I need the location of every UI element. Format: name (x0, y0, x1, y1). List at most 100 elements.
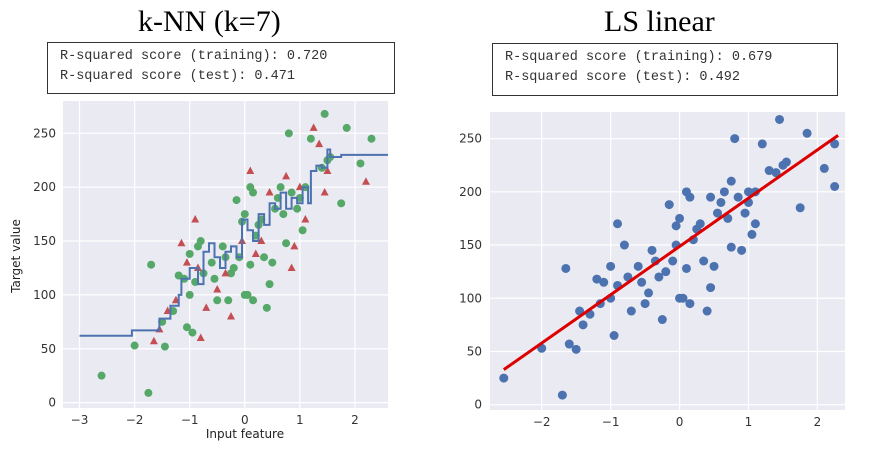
ls-chart-title: LS linear (604, 5, 715, 38)
ls-train-point (795, 203, 805, 213)
knn-train-point (196, 237, 205, 246)
knn-train-point (246, 260, 255, 269)
knn-test-point (177, 238, 186, 247)
ls-train-point (564, 339, 574, 349)
knn-test-point (257, 236, 266, 245)
knn-x-tick-label: 2 (351, 413, 359, 427)
ls-score-box: R-squared score (training): 0.679 R-squa… (492, 43, 838, 96)
knn-fit-line (79, 148, 388, 337)
knn-y-tick-label: 200 (33, 180, 56, 194)
knn-train-point (320, 109, 329, 118)
knn-score-box: R-squared score (training): 0.720 R-squa… (47, 42, 395, 94)
knn-test-point (282, 171, 291, 180)
ls-y-tick-label: 250 (459, 132, 482, 146)
knn-train-point (293, 204, 302, 213)
knn-test-point (191, 214, 200, 223)
ls-train-point (706, 192, 716, 202)
knn-test-point (149, 336, 158, 345)
knn-train-point (265, 280, 274, 289)
ls-train-point (781, 157, 791, 167)
knn-train-point (229, 263, 238, 272)
knn-test-point (287, 263, 296, 271)
ls-train-point (709, 261, 719, 271)
ls-fit-line (502, 134, 839, 371)
ls-train-point (830, 139, 840, 149)
ls-train-point (681, 263, 691, 273)
ls-train-point (726, 176, 736, 186)
ls-x-tick-label: −1 (602, 415, 620, 429)
ls-train-point (557, 390, 567, 400)
knn-train-point (306, 134, 315, 143)
ls-train-point (619, 240, 629, 250)
knn-test-point (246, 166, 255, 175)
knn-x-tick-label: −3 (71, 413, 89, 427)
ls-train-point (654, 272, 664, 282)
ls-train-point (775, 114, 785, 124)
knn-test-point (315, 139, 324, 148)
knn-train-point (147, 260, 156, 269)
ls-train-point (685, 192, 695, 202)
ls-train-point (640, 299, 650, 309)
knn-train-point (97, 371, 106, 380)
ls-train-point (609, 331, 619, 340)
knn-y-tick-label: 50 (41, 342, 56, 356)
knn-y-tick-label: 250 (33, 126, 56, 140)
ls-train-point (675, 213, 685, 223)
ls-train-point (723, 213, 733, 223)
knn-x-axis-label: Input feature (206, 427, 284, 441)
knn-train-point (188, 328, 197, 337)
knn-test-point (361, 177, 370, 185)
knn-chart-title: k-NN (k=7) (138, 5, 281, 38)
knn-train-point (182, 323, 191, 332)
knn-train-point (243, 290, 252, 299)
knn-test-point (213, 285, 222, 293)
knn-test-point (265, 188, 274, 196)
ls-y-tick-label: 150 (459, 238, 482, 252)
knn-score-test: R-squared score (test): 0.471 (60, 69, 295, 84)
knn-train-point (185, 290, 194, 299)
ls-y-tick-label: 0 (474, 398, 482, 412)
knn-y-tick-label: 0 (48, 396, 56, 410)
ls-train-point (657, 315, 667, 325)
ls-train-point (647, 245, 657, 255)
ls-train-point (747, 229, 757, 239)
ls-train-point (644, 288, 654, 298)
ls-train-point (599, 277, 609, 287)
ls-train-point (819, 163, 829, 173)
ls-y-tick-label: 200 (459, 185, 482, 199)
knn-x-tick-label: −1 (181, 413, 199, 427)
knn-train-point (240, 210, 249, 219)
knn-train-point (210, 274, 219, 283)
ls-train-point (678, 293, 688, 303)
ls-train-point (757, 139, 767, 149)
ls-train-point (671, 221, 681, 231)
knn-train-point (249, 296, 258, 305)
knn-test-point (182, 258, 191, 266)
ls-train-point (740, 208, 750, 218)
knn-test-point (251, 249, 260, 257)
knn-test-point (227, 311, 236, 320)
ls-x-tick-label: −2 (533, 415, 551, 429)
knn-train-point (232, 196, 241, 205)
ls-train-point (613, 219, 623, 229)
knn-train-point (185, 249, 194, 258)
knn-test-point (323, 166, 332, 175)
knn-train-point (287, 188, 296, 197)
ls-train-point (716, 197, 726, 207)
knn-test-point (196, 333, 205, 341)
knn-x-tick-label: 0 (241, 413, 249, 427)
ls-train-point (737, 245, 747, 255)
ls-train-point (750, 219, 760, 229)
knn-train-point (207, 258, 216, 267)
ls-train-point (802, 128, 812, 138)
ls-train-point (712, 208, 722, 218)
ls-train-point (830, 182, 840, 191)
knn-train-point (356, 159, 365, 168)
ls-train-point (499, 373, 509, 383)
ls-train-point (571, 344, 581, 354)
ls-score-training: R-squared score (training): 0.679 (505, 50, 773, 65)
knn-train-point (284, 129, 293, 138)
knn-train-point (298, 226, 307, 235)
knn-test-point (202, 303, 211, 311)
knn-train-point (144, 388, 153, 397)
